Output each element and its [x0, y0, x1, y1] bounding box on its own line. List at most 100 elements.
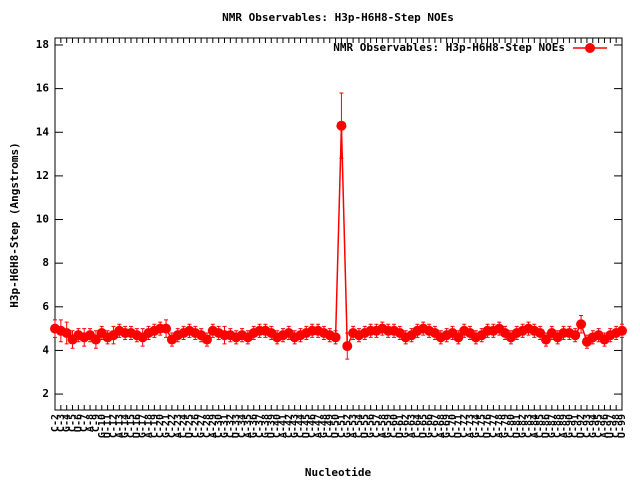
y-tick-label: 2 — [42, 387, 49, 400]
x-tick-label: G-79 — [500, 414, 511, 438]
x-tick-label: C-40 — [272, 414, 283, 438]
x-tick-label: C-64 — [412, 414, 423, 438]
x-tick-label: A-96 — [599, 414, 610, 438]
y-tick-label: 6 — [42, 300, 49, 313]
x-tick-label: A-29 — [208, 414, 219, 438]
x-tick-label: C-98 — [611, 414, 622, 438]
x-tick-label: G-59 — [383, 414, 394, 438]
x-tick-label: C-2 — [50, 414, 61, 432]
x-tick-label: U-97 — [605, 414, 616, 438]
x-tick-label: C-34 — [237, 414, 248, 438]
plot-border — [54, 37, 623, 411]
x-tick-label: G-82 — [518, 414, 529, 438]
x-tick-label: U-61 — [395, 414, 406, 438]
x-tick-label: U-25 — [184, 414, 195, 438]
y-tick-label: 16 — [36, 82, 50, 95]
x-tick-label: C-88 — [553, 414, 564, 438]
x-tick-label: C-85 — [535, 414, 546, 438]
x-tick-label: C-9 — [91, 414, 102, 432]
x-tick-label: G-52 — [342, 414, 353, 438]
x-tick-label: U-50 — [331, 414, 342, 438]
x-tick-label: A-23 — [173, 414, 184, 438]
data-point — [342, 341, 353, 352]
x-tick-label: G-17 — [138, 414, 149, 438]
x-tick-label: U-33 — [231, 414, 242, 438]
x-tick-label: U-11 — [103, 414, 114, 438]
x-tick-label: C-51 — [336, 414, 347, 438]
x-tick-label: C-42 — [284, 414, 295, 438]
y-tick-label: 18 — [36, 38, 49, 51]
chart-title: NMR Observables: H3p-H6H8-Step NOEs — [222, 11, 454, 24]
x-tick-label: C-49 — [325, 414, 336, 438]
x-tick-label: C-28 — [202, 414, 213, 438]
data-point — [617, 325, 627, 336]
x-tick-label: C-91 — [570, 414, 581, 438]
data-point — [541, 334, 552, 345]
x-tick-label: C-3 — [56, 414, 67, 432]
data-point — [336, 120, 347, 131]
x-tick-label: U-55 — [360, 414, 371, 438]
x-tick-label: U-45 — [301, 414, 312, 438]
y-tick-label: 4 — [42, 343, 49, 356]
x-tick-label: C-46 — [307, 414, 318, 438]
x-tick-label: G-4 — [62, 414, 73, 432]
data-point — [570, 330, 581, 341]
x-tick-label: U-92 — [576, 414, 587, 438]
data-point — [201, 334, 212, 345]
x-axis-label: Nucleotide — [305, 466, 372, 479]
x-tick-label: C-83 — [523, 414, 534, 438]
x-tick-label: C-57 — [371, 414, 382, 438]
x-tick-label: U-6 — [73, 414, 84, 432]
x-tick-label: C-37 — [255, 414, 266, 438]
x-tick-label: G-21 — [161, 414, 172, 438]
x-tick-label: C-95 — [594, 414, 605, 438]
x-tick-label: A-84 — [529, 414, 540, 438]
y-tick-label: 12 — [36, 169, 49, 182]
x-tick-label: A-41 — [278, 414, 289, 438]
x-tick-label: C-44 — [296, 414, 307, 438]
x-tick-label: A-35 — [243, 414, 254, 438]
x-tick-label: A-18 — [144, 414, 155, 438]
x-tick-label: C-70 — [447, 414, 458, 438]
x-tick-label: G-38 — [260, 414, 271, 438]
x-tick-label: G-90 — [564, 414, 575, 438]
x-tick-label: C-30 — [214, 414, 225, 438]
x-tick-label: C-32 — [225, 414, 236, 438]
x-tick-label: A-63 — [407, 414, 418, 438]
x-tick-label: C-12 — [108, 414, 119, 438]
x-tick-label: U-76 — [483, 414, 494, 438]
x-tick-label: A-8 — [85, 414, 96, 432]
y-tick-label: 10 — [36, 213, 49, 226]
x-tick-label: C-24 — [179, 414, 190, 438]
x-tick-label: A-58 — [377, 414, 388, 438]
x-tick-label: U-16 — [132, 414, 143, 438]
x-tick-label: A-73 — [465, 414, 476, 438]
data-point — [453, 332, 464, 343]
x-tick-label: C-7 — [79, 414, 90, 432]
data-point — [330, 332, 341, 343]
x-tick-label: C-26 — [190, 414, 201, 438]
x-tick-label: C-54 — [354, 414, 365, 438]
x-tick-label: G-31 — [220, 414, 231, 438]
x-tick-label: G-87 — [547, 414, 558, 438]
x-tick-label: G-27 — [196, 414, 207, 438]
x-tick-label: G-48 — [319, 414, 330, 438]
x-tick-label: G-43 — [290, 414, 301, 438]
legend-label: NMR Observables: H3p-H6H8-Step NOEs — [333, 41, 565, 54]
y-tick-label: 14 — [36, 125, 50, 138]
y-tick-label: 8 — [42, 256, 49, 269]
x-tick-label: G-14 — [120, 414, 131, 438]
x-tick-label: C-75 — [477, 414, 488, 438]
x-tick-label: G-74 — [471, 414, 482, 438]
x-tick-label: C-5 — [68, 414, 79, 432]
x-tick-label: C-20 — [155, 414, 166, 438]
x-tick-label: A-13 — [114, 414, 125, 438]
data-point — [61, 327, 72, 338]
x-tick-label: G-69 — [442, 414, 453, 438]
x-tick-label: A-78 — [494, 414, 505, 438]
data-point — [161, 323, 172, 334]
x-tick-label: C-67 — [430, 414, 441, 438]
x-tick-label: C-77 — [488, 414, 499, 438]
